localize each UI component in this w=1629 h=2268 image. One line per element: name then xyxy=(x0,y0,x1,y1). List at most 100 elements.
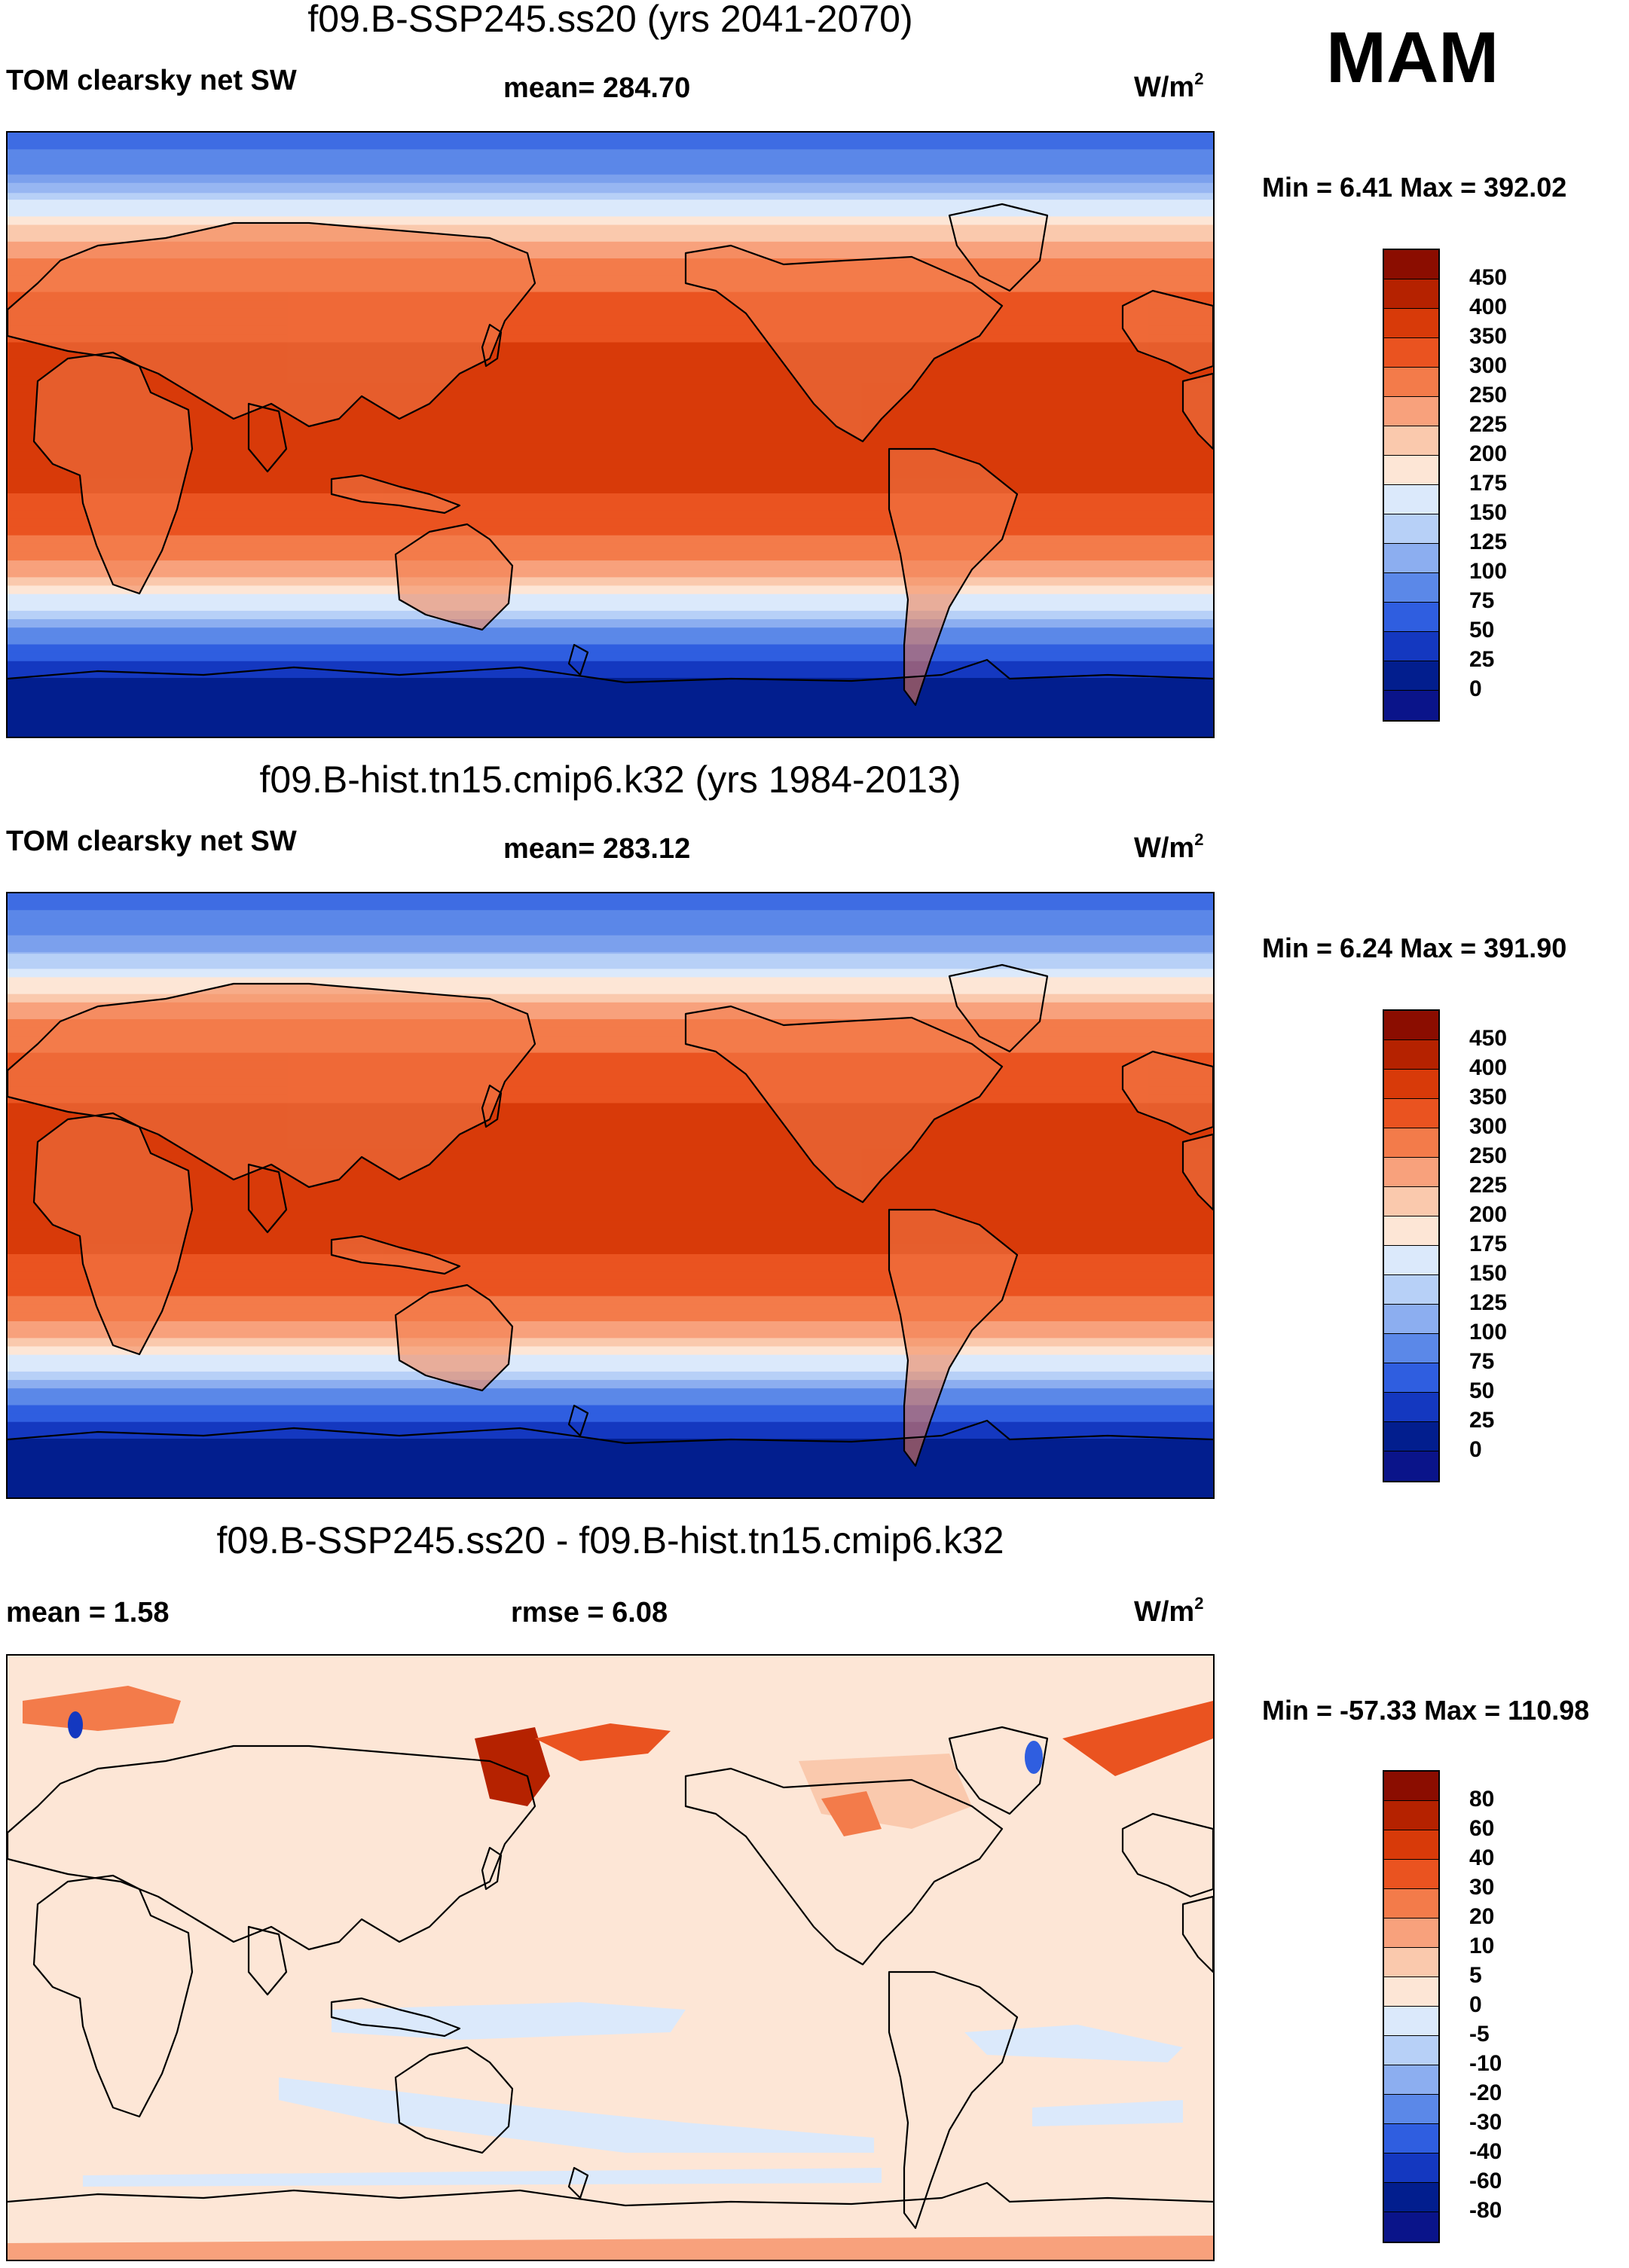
field-band xyxy=(8,200,1213,209)
land-area xyxy=(8,984,535,1187)
field-band xyxy=(8,610,1213,620)
panel-1-minmax: Min = 6.41 Max = 392.02 xyxy=(1262,172,1567,203)
field-band xyxy=(8,985,1213,995)
field-band xyxy=(8,1069,1213,1079)
field-band xyxy=(8,426,1213,435)
colorbar-tick-label: -40 xyxy=(1469,2139,1502,2164)
panel-1-title: f09.B-SSP245.ss20 (yrs 2041-2070) xyxy=(307,0,913,40)
panel-2-map xyxy=(6,892,1215,1499)
field-band xyxy=(8,1439,1213,1448)
panel-2-colorbar xyxy=(1383,1009,1440,1482)
panel-3-map-svg xyxy=(8,1656,1213,2260)
field-band xyxy=(8,518,1213,528)
colorbar-tick-label: 75 xyxy=(1469,1349,1495,1374)
field-band xyxy=(8,585,1213,595)
field-band xyxy=(8,636,1213,646)
field-band xyxy=(8,943,1213,953)
colorbar-box xyxy=(1384,1451,1438,1481)
colorbar-tick-label: 175 xyxy=(1469,1232,1508,1256)
colorbar-box xyxy=(1384,1948,1438,1977)
land-area xyxy=(1183,374,1213,449)
colorbar-tick-label: -5 xyxy=(1469,2022,1490,2047)
panel-1-map xyxy=(6,131,1215,738)
coastline-path xyxy=(481,1084,503,1128)
field-band xyxy=(8,1405,1213,1415)
colorbar-box xyxy=(1384,1040,1438,1070)
colorbar-box xyxy=(1384,1860,1438,1889)
positive-anomaly xyxy=(8,2236,1213,2260)
field-band xyxy=(8,1229,1213,1238)
colorbar-box xyxy=(1384,1099,1438,1128)
coastline-path xyxy=(888,447,1019,707)
field-band xyxy=(8,560,1213,569)
field-band xyxy=(8,918,1213,928)
colorbar-box xyxy=(1384,1128,1438,1158)
colorbar-box xyxy=(1384,1801,1438,1830)
coastline-path xyxy=(567,2166,589,2199)
colorbar-box xyxy=(1384,456,1438,485)
field-band xyxy=(8,1287,1213,1297)
colorbar-box xyxy=(1384,1772,1438,1801)
colorbar-box xyxy=(1384,1422,1438,1451)
land-area xyxy=(686,1006,1002,1202)
field-band xyxy=(8,1161,1213,1171)
colorbar-tick-label: 250 xyxy=(1469,383,1508,408)
field-band xyxy=(8,1086,1213,1095)
field-band xyxy=(8,594,1213,603)
coastline-path xyxy=(1181,1133,1213,1211)
coastline-path xyxy=(1121,289,1213,375)
field-band xyxy=(8,476,1213,486)
colorbar-tick-label: -80 xyxy=(1469,2198,1502,2223)
coastline-path xyxy=(330,474,461,514)
colorbar-box xyxy=(1384,309,1438,338)
coastline-path xyxy=(1181,372,1213,450)
coastline-path xyxy=(8,221,536,428)
panel-2-mean-label: mean= 283.12 xyxy=(503,833,691,865)
land-area xyxy=(396,524,512,630)
land-area xyxy=(396,1285,512,1390)
arctic-ice xyxy=(8,133,1213,194)
field-band xyxy=(8,935,1213,945)
field-band xyxy=(8,669,1213,679)
arctic-ice xyxy=(8,893,1213,954)
colorbar-tick-label: 350 xyxy=(1469,324,1508,349)
field-band xyxy=(8,459,1213,469)
coastline-path xyxy=(394,523,514,631)
field-band xyxy=(8,1338,1213,1348)
land-area xyxy=(889,449,1017,705)
coastlines xyxy=(8,203,1213,707)
colorbar-tick-label: 100 xyxy=(1469,1320,1508,1345)
coastline-path xyxy=(1121,1050,1213,1136)
field-band xyxy=(8,1296,1213,1305)
coastline-path xyxy=(567,1404,589,1437)
colorbar-box xyxy=(1384,1246,1438,1275)
field-band xyxy=(8,627,1213,636)
field-band xyxy=(8,686,1213,695)
difference-field xyxy=(8,1656,1213,2260)
coastline-path xyxy=(481,323,503,368)
colorbar-tick-label: 10 xyxy=(1469,1934,1495,1958)
field-band xyxy=(8,392,1213,402)
field-band xyxy=(8,1245,1213,1255)
colorbar-tick-label: 350 xyxy=(1469,1085,1508,1110)
panel-3-mean-label: mean = 1.58 xyxy=(6,1597,170,1629)
colorbar-tick-label: 400 xyxy=(1469,295,1508,319)
positive-anomaly xyxy=(1062,1701,1213,1776)
land-area xyxy=(34,353,192,594)
field-band xyxy=(8,275,1213,285)
colorbar-tick-label: 400 xyxy=(1469,1055,1508,1080)
panel-1-units: W/m2 xyxy=(1134,69,1204,103)
colorbar-tick-label: 75 xyxy=(1469,588,1495,613)
negative-anomaly xyxy=(964,2025,1183,2062)
field-band xyxy=(8,535,1213,545)
field-band xyxy=(8,1128,1213,1137)
field-band xyxy=(8,258,1213,267)
colorbar-tick-label: 150 xyxy=(1469,1261,1508,1286)
colorbar-box xyxy=(1384,1334,1438,1363)
field-band xyxy=(8,951,1213,961)
negative-anomaly xyxy=(279,2077,874,2153)
field-band xyxy=(8,451,1213,461)
field-band xyxy=(8,267,1213,276)
positive-anomaly xyxy=(535,1723,671,1761)
colorbar-box xyxy=(1384,397,1438,426)
